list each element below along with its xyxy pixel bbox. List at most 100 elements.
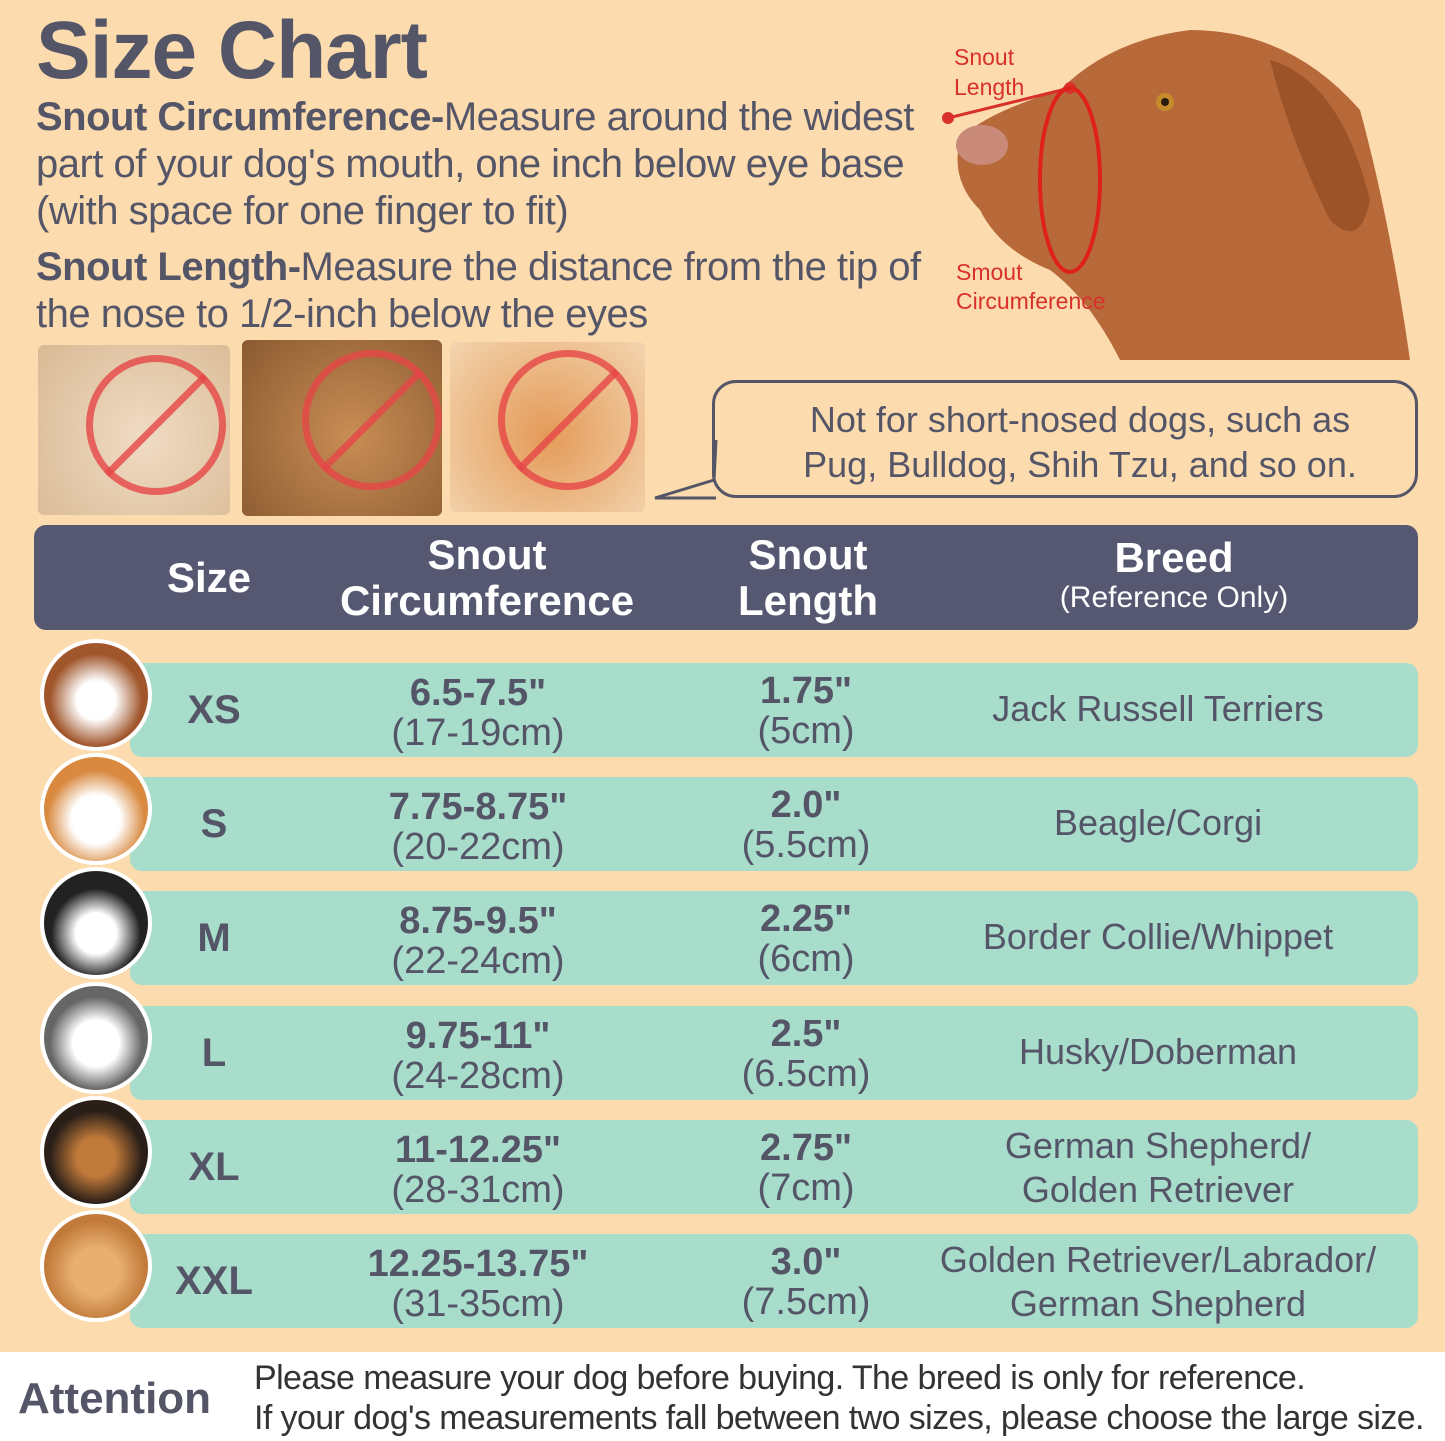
size-label: XL (188, 1145, 240, 1189)
snout-length-label: Snout (954, 44, 1015, 70)
length-cm: (5.5cm) (741, 824, 871, 866)
dog-avatar (40, 867, 152, 979)
size-label: S (200, 802, 228, 846)
table-row (130, 891, 1418, 985)
circumference-cell: 11-12.25" (28-31cm) (391, 1130, 564, 1210)
french-bulldog-photo (242, 340, 442, 516)
table-row (130, 1120, 1418, 1214)
length-instructions: Snout Length-Measure the distance from t… (36, 244, 936, 338)
circumference-text: Measure around the widest part of your d… (36, 95, 914, 233)
circumference-cell: 8.75-9.5" (22-24cm) (391, 901, 564, 981)
length-inches: 2.0" (770, 784, 842, 826)
length-cell: 2.75" (7cm) (757, 1128, 854, 1208)
table-row (130, 1006, 1418, 1100)
length-cell: 2.25" (6cm) (757, 899, 854, 979)
length-cm: (6cm) (757, 938, 855, 980)
breed-line-1: German Shepherd/ (1004, 1125, 1312, 1166)
length-cell: 2.5" (6.5cm) (742, 1014, 871, 1094)
attention-line-1: Please measure your dog before buying. T… (254, 1359, 1306, 1397)
size-label: L (201, 1031, 227, 1075)
circumference-cm: (22-24cm) (391, 940, 565, 982)
circumference-inches: 7.75-8.75" (388, 786, 568, 828)
bulldog-photo (38, 345, 230, 515)
circumference-inches: 11-12.25" (395, 1129, 561, 1171)
length-inches: 2.75" (760, 1127, 852, 1169)
header-breed-note: (Reference Only) (1059, 581, 1289, 614)
header-circumference: Snout Circumference (339, 531, 635, 624)
attention-text: Please measure your dog before buying. T… (254, 1358, 1425, 1438)
header-size: Size (166, 554, 252, 601)
speech-bubble-tail (654, 440, 718, 500)
circumference-inches: 6.5-7.5" (409, 672, 547, 714)
measurement-diagram: Snout Length Smout Circumference (940, 20, 1420, 365)
length-inches: 1.75" (760, 670, 852, 712)
circumference-cm: (28-31cm) (391, 1169, 565, 1211)
circumference-inches: 8.75-9.5" (399, 900, 557, 942)
length-cm: (6.5cm) (741, 1053, 871, 1095)
warning-line-1: Not for short-nosed dogs, such as (809, 399, 1351, 440)
breed-line-2: German Shepherd (1009, 1283, 1307, 1324)
circumference-cell: 12.25-13.75" (31-35cm) (368, 1244, 589, 1324)
size-label: XXL (175, 1259, 253, 1303)
circumference-cm: (17-19cm) (391, 712, 565, 754)
circumference-heading: Snout Circumference- (36, 95, 444, 139)
length-heading: Snout Length- (36, 245, 301, 289)
dog-head-illustration (942, 30, 1410, 360)
length-cm: (5cm) (757, 710, 855, 752)
attention-line-2: If your dog's measurements fall between … (254, 1399, 1425, 1437)
dog-avatar (40, 982, 152, 1094)
breed-line-1: Husky/Doberman (1018, 1031, 1298, 1072)
circumference-label: Smout (956, 259, 1023, 285)
prohibited-icon (86, 355, 226, 495)
breed-line-1: Beagle/Corgi (1053, 802, 1263, 843)
prohibited-icon (498, 350, 638, 490)
circumference-inches: 12.25-13.75" (367, 1243, 589, 1285)
circumference-inches: 9.75-11" (405, 1015, 551, 1057)
length-text: Measure the distance from the tip of the… (36, 245, 921, 336)
pomeranian-photo (450, 342, 645, 512)
circumference-cm: (24-28cm) (391, 1055, 565, 1097)
circumference-cell: 9.75-11" (24-28cm) (391, 1016, 564, 1096)
breed-line-1: Jack Russell Terriers (992, 688, 1324, 729)
breed-cell: Golden Retriever/Labrador/German Shepher… (940, 1238, 1376, 1326)
length-inches: 3.0" (770, 1241, 842, 1283)
table-row (130, 663, 1418, 757)
header-breed: Breed (Reference Only) (1059, 534, 1289, 615)
breed-cell: Beagle/Corgi (1054, 801, 1262, 845)
header-length: Snout Length (738, 531, 878, 624)
breed-line-1: Border Collie/Whippet (982, 916, 1334, 957)
table-row (130, 777, 1418, 871)
breed-cell: German Shepherd/Golden Retriever (1005, 1124, 1311, 1212)
circumference-cell: 6.5-7.5" (17-19cm) (391, 673, 564, 753)
breed-line-2: Golden Retriever (1021, 1169, 1295, 1210)
length-inches: 2.5" (770, 1013, 842, 1055)
length-cell: 3.0" (7.5cm) (742, 1242, 871, 1322)
circumference-cm: (31-35cm) (391, 1283, 565, 1325)
dog-avatar (40, 753, 152, 865)
length-cell: 1.75" (5cm) (757, 671, 854, 751)
prohibited-icon (302, 350, 442, 490)
size-label: M (197, 916, 231, 960)
circumference-cm: (20-22cm) (391, 826, 565, 868)
attention-label: Attention (18, 1374, 212, 1423)
table-header: Size Snout Circumference Snout Length Bree… (34, 525, 1418, 630)
breed-cell: Jack Russell Terriers (992, 687, 1323, 731)
dog-avatar (40, 1096, 152, 1208)
length-cm: (7.5cm) (741, 1281, 871, 1323)
breed-line-1: Golden Retriever/Labrador/ (939, 1239, 1377, 1280)
circumference-instructions: Snout Circumference-Measure around the w… (36, 94, 936, 235)
dog-avatar (40, 639, 152, 751)
circumference-cell: 7.75-8.75" (20-22cm) (389, 787, 568, 867)
short-nose-warning: Not for short-nosed dogs, such as Pug, B… (712, 380, 1418, 498)
snout-length-label-2: Length (954, 74, 1025, 100)
breed-cell: Husky/Doberman (1019, 1030, 1297, 1074)
length-cm: (7cm) (757, 1167, 855, 1209)
page-title: Size Chart (36, 5, 428, 96)
length-cell: 2.0" (5.5cm) (742, 785, 871, 865)
breed-cell: Border Collie/Whippet (983, 915, 1333, 959)
warning-line-2: Pug, Bulldog, Shih Tzu, and so on. (803, 444, 1357, 485)
circumference-label-2: Circumference (956, 288, 1106, 314)
table-row (130, 1234, 1418, 1328)
length-inches: 2.25" (760, 898, 852, 940)
dog-avatar (40, 1210, 152, 1322)
